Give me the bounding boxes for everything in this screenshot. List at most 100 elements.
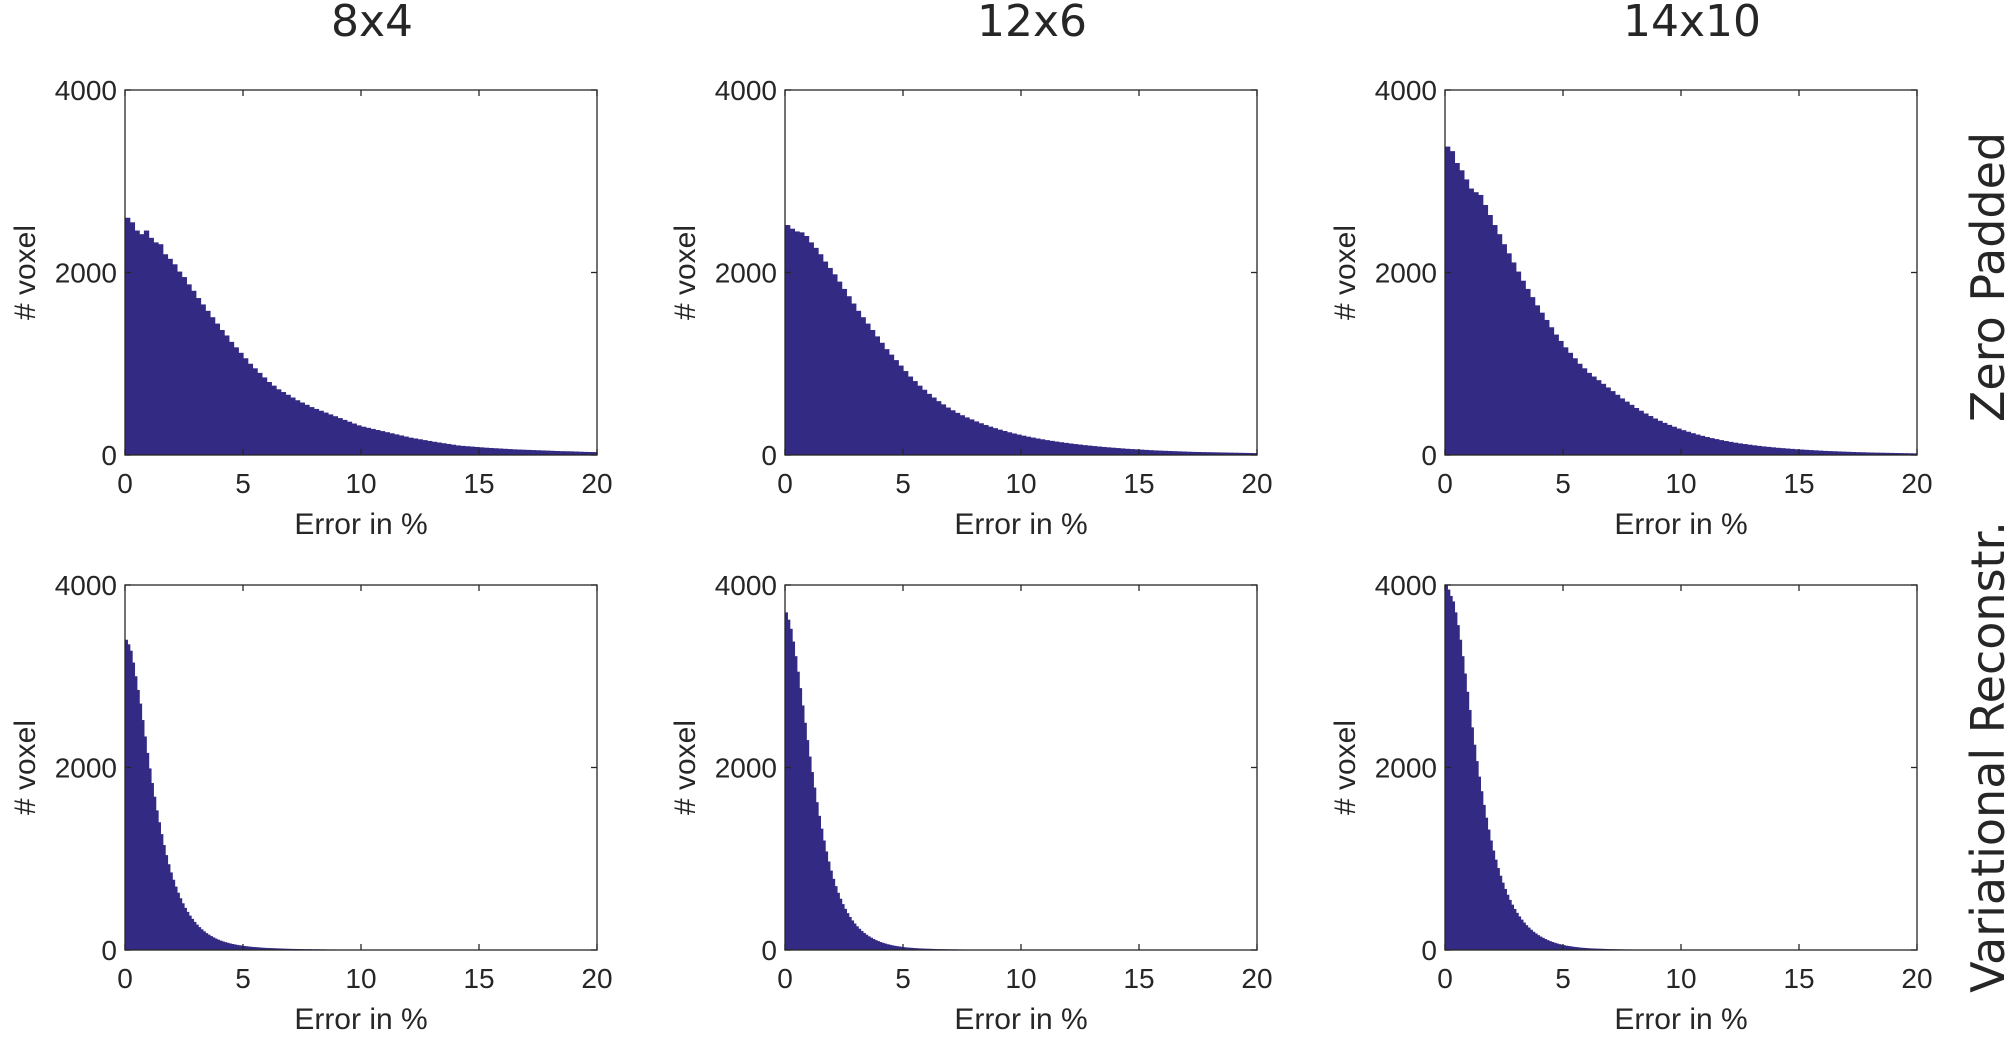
histogram-bar (1799, 449, 1805, 455)
histogram-bar (361, 426, 367, 455)
histogram-bar (914, 948, 918, 950)
histogram-bar (1515, 912, 1519, 950)
histogram-bar (1134, 449, 1140, 455)
histogram-bar (247, 946, 251, 950)
histogram-bar (427, 440, 433, 455)
histogram-bar (1456, 625, 1460, 950)
histogram-bar (1124, 448, 1131, 455)
histogram-bar (1522, 922, 1526, 950)
histogram-bar (1030, 437, 1036, 455)
y-tick-label: 2000 (715, 258, 777, 289)
histogram-bar (186, 911, 190, 950)
histogram-bar (1537, 935, 1540, 950)
histogram-bar (853, 923, 857, 950)
histogram-bar (250, 946, 254, 950)
histogram-bar (436, 442, 442, 455)
histogram-bar (813, 787, 817, 950)
histogram-bar (158, 822, 161, 950)
histogram-bar (184, 907, 187, 950)
histogram-bar (1714, 439, 1720, 455)
histogram-bar (919, 948, 923, 950)
histogram-bar (1454, 612, 1458, 950)
x-tick-label: 5 (235, 963, 251, 994)
histogram-bar (342, 419, 348, 455)
histogram-bar (1520, 280, 1526, 455)
y-tick-label: 4000 (715, 75, 777, 106)
row-label-variational: Variational Reconstr. (1961, 521, 2015, 993)
histogram-bar (1525, 925, 1529, 950)
histogram-bar (238, 352, 244, 455)
histogram-bar (1596, 380, 1602, 455)
histogram-bar (1718, 440, 1725, 455)
histogram-bar (370, 428, 376, 455)
histogram-bar (268, 948, 272, 950)
histogram-bar (1822, 450, 1828, 455)
histogram-bar (394, 434, 400, 455)
x-tick-label: 15 (463, 963, 494, 994)
histogram-bar (1874, 452, 1880, 455)
histogram-bar (165, 855, 169, 950)
histogram-bar (323, 412, 329, 455)
histogram-bar (1025, 436, 1032, 455)
histogram-bar (803, 236, 810, 455)
histogram-bar (1454, 163, 1460, 455)
histogram-bar (1581, 368, 1588, 455)
histogram-bar (125, 639, 128, 950)
histogram-bar (921, 389, 928, 455)
histogram-bar (921, 948, 925, 950)
histogram-bar (1751, 445, 1758, 455)
x-tick-label: 20 (1241, 468, 1272, 499)
histogram-bar (1869, 452, 1876, 455)
histogram-bar (1817, 450, 1824, 455)
histogram-bar (834, 886, 838, 950)
histogram-bar (1600, 383, 1607, 455)
histogram-bar (1506, 253, 1512, 455)
histogram-bar (1242, 452, 1249, 455)
histogram-bar (799, 232, 805, 455)
histogram-bar (1560, 944, 1564, 950)
histogram-bar (898, 946, 902, 950)
histogram-bar (910, 947, 914, 950)
histogram-bar (1732, 442, 1739, 455)
histogram-bar (1912, 453, 1918, 455)
histogram-bar (214, 938, 218, 950)
histogram-bar (1723, 441, 1729, 455)
histogram-bar (1605, 387, 1611, 455)
histogram-bar (1143, 449, 1150, 455)
x-tick-label: 10 (345, 468, 376, 499)
histogram-bar (806, 740, 810, 950)
histogram-bar (1737, 443, 1743, 455)
column-title-3: 14x10 (1623, 0, 1761, 47)
histogram-bar (228, 341, 235, 455)
histogram-bar (813, 247, 819, 455)
histogram-bar (1898, 453, 1904, 455)
histogram-bar (1167, 450, 1173, 455)
x-tick-label: 15 (1123, 468, 1154, 499)
histogram-bar (950, 410, 956, 455)
histogram-bar (136, 689, 140, 950)
histogram-panel-5: 0 5 10 15 20 0 2000 4000 Error in % # voxel (669, 570, 1273, 1036)
histogram-bar (884, 943, 888, 950)
histogram-bar (1002, 431, 1008, 455)
histogram-bar (1447, 589, 1451, 950)
histogram-bar (1181, 451, 1187, 455)
histogram-bar (1200, 452, 1206, 455)
histogram-bar (1139, 449, 1145, 455)
x-tick-label: 0 (777, 963, 793, 994)
histogram-bar (483, 447, 490, 455)
histogram-bar (1153, 450, 1159, 455)
histogram-bar (1551, 941, 1555, 950)
histogram-bar (200, 304, 206, 455)
histogram-bar (1541, 937, 1545, 950)
histogram-bars (125, 639, 598, 951)
histogram-bar (266, 382, 272, 455)
histogram-bar (176, 892, 180, 950)
histogram-bar (1836, 451, 1843, 455)
histogram-bar (327, 414, 334, 455)
y-tick-label: 0 (101, 935, 117, 966)
histogram-bar (1841, 451, 1847, 455)
y-tick-label: 4000 (715, 570, 777, 601)
histogram-bar (924, 948, 928, 950)
x-axis-label: Error in % (954, 508, 1087, 541)
